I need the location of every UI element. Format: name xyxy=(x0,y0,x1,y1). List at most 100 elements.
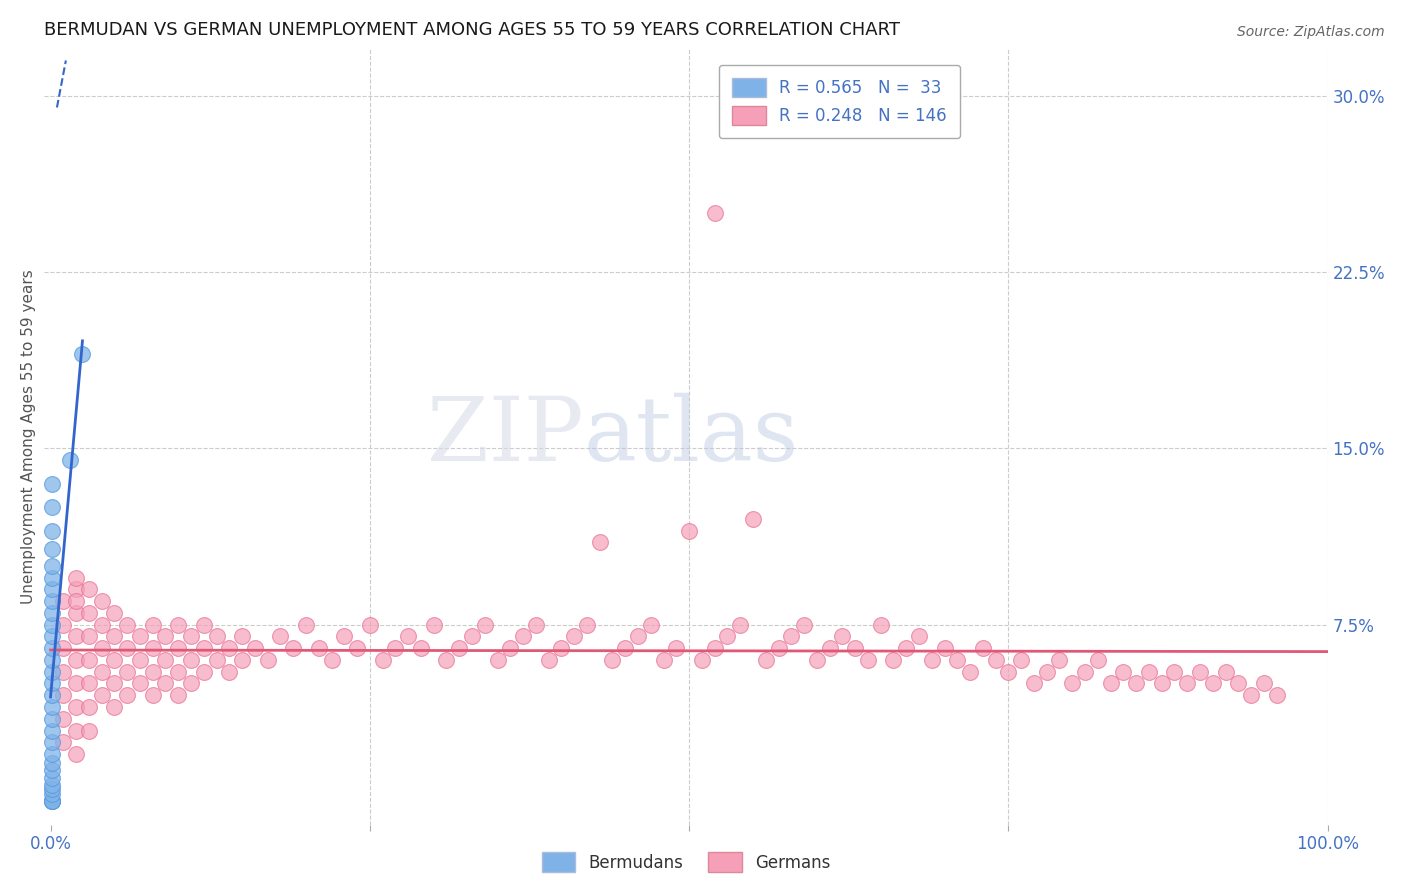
Point xyxy=(1188,665,1211,679)
Point xyxy=(41,476,63,491)
Point xyxy=(103,676,125,690)
Point xyxy=(180,653,202,667)
Point xyxy=(1010,653,1032,667)
Point xyxy=(231,630,253,644)
Point xyxy=(90,641,112,656)
Point xyxy=(333,630,356,644)
Point xyxy=(59,453,82,467)
Point xyxy=(678,524,700,538)
Point xyxy=(41,794,63,808)
Point xyxy=(65,723,87,738)
Point xyxy=(41,653,63,667)
Point xyxy=(1035,665,1057,679)
Point xyxy=(41,787,63,801)
Point xyxy=(193,617,215,632)
Point xyxy=(41,794,63,808)
Point xyxy=(205,630,228,644)
Point xyxy=(959,665,981,679)
Point xyxy=(1240,688,1263,702)
Point xyxy=(103,653,125,667)
Point xyxy=(129,630,152,644)
Point xyxy=(1022,676,1045,690)
Point xyxy=(52,617,75,632)
Point xyxy=(41,794,63,808)
Point xyxy=(1074,665,1097,679)
Point xyxy=(1227,676,1250,690)
Point xyxy=(474,617,496,632)
Point xyxy=(180,630,202,644)
Point xyxy=(908,630,931,644)
Point xyxy=(41,524,63,538)
Point xyxy=(449,641,471,656)
Point xyxy=(52,641,75,656)
Point xyxy=(65,700,87,714)
Point xyxy=(550,641,572,656)
Point xyxy=(142,641,165,656)
Point xyxy=(77,606,100,620)
Point xyxy=(1163,665,1185,679)
Point xyxy=(780,630,803,644)
Point xyxy=(256,653,278,667)
Point xyxy=(346,641,368,656)
Point xyxy=(41,688,63,702)
Point xyxy=(90,688,112,702)
Point xyxy=(409,641,432,656)
Point xyxy=(41,735,63,749)
Point xyxy=(41,641,63,656)
Point xyxy=(1202,676,1225,690)
Point xyxy=(793,617,815,632)
Point xyxy=(65,747,87,761)
Point xyxy=(41,606,63,620)
Point xyxy=(665,641,688,656)
Point xyxy=(52,688,75,702)
Point xyxy=(946,653,969,667)
Point xyxy=(512,630,534,644)
Point xyxy=(155,676,177,690)
Point xyxy=(41,700,63,714)
Point xyxy=(65,606,87,620)
Point xyxy=(41,665,63,679)
Point xyxy=(652,653,675,667)
Point xyxy=(1062,676,1084,690)
Point xyxy=(90,617,112,632)
Point xyxy=(90,594,112,608)
Point xyxy=(65,582,87,597)
Point xyxy=(115,617,138,632)
Point xyxy=(41,558,63,573)
Point xyxy=(103,606,125,620)
Point xyxy=(41,778,63,792)
Point xyxy=(77,700,100,714)
Point xyxy=(129,676,152,690)
Point xyxy=(41,712,63,726)
Point xyxy=(115,665,138,679)
Point xyxy=(384,641,406,656)
Point xyxy=(856,653,879,667)
Point xyxy=(537,653,560,667)
Point xyxy=(65,594,87,608)
Point xyxy=(218,665,240,679)
Point xyxy=(180,676,202,690)
Point xyxy=(193,641,215,656)
Point xyxy=(218,641,240,656)
Point xyxy=(1150,676,1173,690)
Point xyxy=(41,747,63,761)
Point xyxy=(1125,676,1147,690)
Point xyxy=(65,653,87,667)
Point xyxy=(1087,653,1109,667)
Point xyxy=(844,641,866,656)
Point xyxy=(90,665,112,679)
Point xyxy=(231,653,253,667)
Point xyxy=(627,630,650,644)
Point xyxy=(1049,653,1071,667)
Point xyxy=(65,676,87,690)
Point xyxy=(461,630,484,644)
Point xyxy=(77,676,100,690)
Point xyxy=(243,641,266,656)
Point xyxy=(41,630,63,644)
Point xyxy=(921,653,943,667)
Point xyxy=(869,617,891,632)
Point xyxy=(308,641,330,656)
Point xyxy=(359,617,381,632)
Point xyxy=(321,653,343,667)
Point xyxy=(193,665,215,679)
